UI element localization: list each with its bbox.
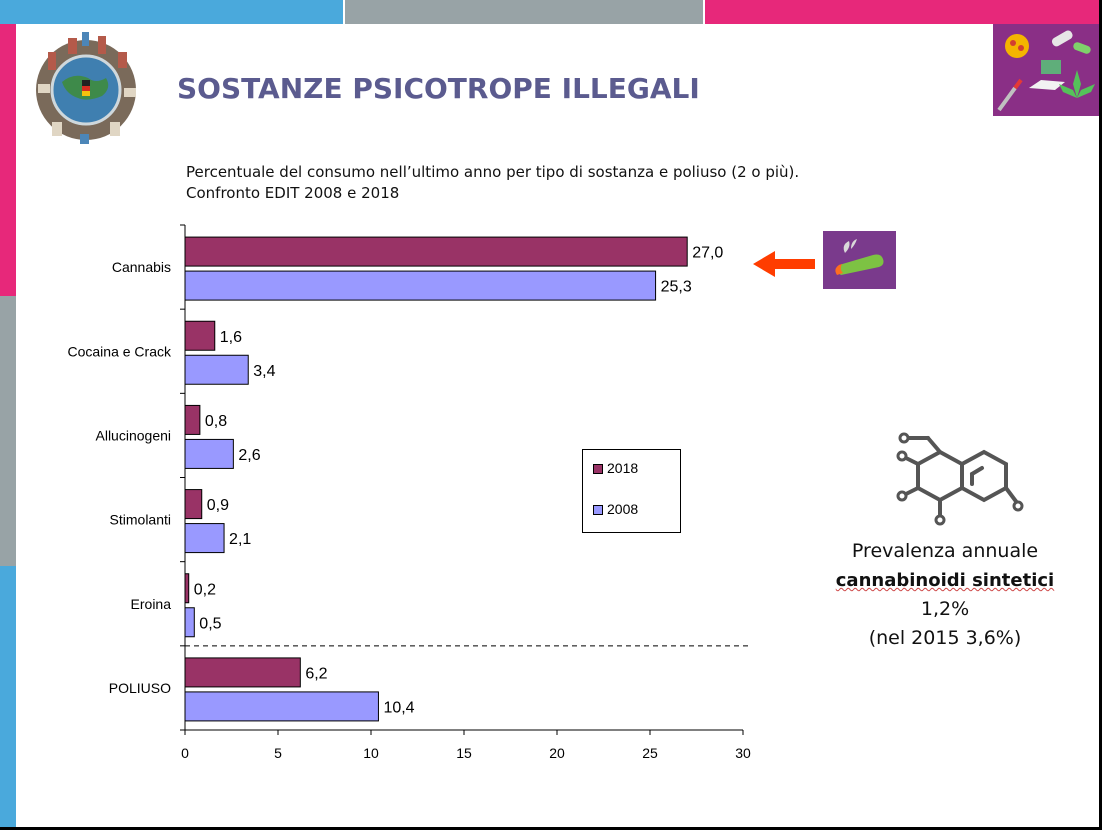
top-color-band [0,0,1102,24]
note-line-1: Prevalenza annuale [851,540,1039,562]
chart-subtitle: Percentuale del consumo nell’ultimo anno… [186,162,799,204]
bar-value-label: 6,2 [305,665,327,682]
bar-value-label: 0,9 [207,497,229,514]
x-tick-label: 30 [735,745,751,761]
bar-2008 [184,354,249,385]
top-band-pink [705,0,1102,24]
bar-2008 [184,607,195,638]
note-value: 1,2% [920,598,970,620]
bar-value-label: 10,4 [383,699,414,716]
bar-value-label: 27,0 [692,245,723,262]
bar-2008 [184,691,379,722]
x-tick-label: 25 [642,745,658,761]
bar-2008 [184,438,234,469]
legend-item-2018: 2018 [593,460,639,476]
category-label: Allucinogeni [96,427,172,443]
bar-value-label: 2,1 [229,531,251,548]
note-line-2: cannabinoidi sintetici 1,2% [795,566,1095,624]
legend-label-2008: 2008 [607,501,639,517]
bar-value-label: 2,6 [238,447,260,464]
bar-value-label: 1,6 [220,329,242,346]
x-tick-label: 0 [181,745,189,761]
drugs-collage-icon [993,24,1099,116]
bar-2018 [184,489,203,520]
chart-legend: 2018 2008 [582,449,681,533]
cannabis-joint-icon [823,231,896,289]
x-tick-label: 10 [363,745,379,761]
legend-item-2008: 2008 [593,501,639,517]
subtitle-line-2: Confronto EDIT 2008 e 2018 [186,184,400,202]
bar-2008 [184,523,225,554]
category-label: Cocaina e Crack [68,343,172,359]
category-label: Eroina [131,596,172,612]
category-label: Stimolanti [110,512,171,528]
molecule-icon [896,432,1024,526]
city-globe-icon [36,32,136,144]
note-line-3: (nel 2015 3,6%) [868,627,1022,649]
x-tick-label: 20 [549,745,565,761]
left-arrow-icon [753,251,815,277]
right-border [1099,0,1102,830]
bar-2018 [184,320,216,351]
bar-value-label: 25,3 [661,279,692,296]
category-label: Cannabis [112,259,171,275]
left-band-blue [0,566,16,830]
bar-2018 [184,573,190,604]
bar-2008 [184,270,657,301]
left-band-pink [0,24,16,296]
note-bold-term: cannabinoidi sintetici [835,570,1055,591]
legend-swatch-2018 [593,464,603,474]
legend-label-2018: 2018 [607,460,639,476]
bar-value-label: 0,2 [194,581,216,598]
bottom-border [0,827,1102,830]
bar-2018 [184,657,301,688]
bar-2018 [184,236,688,267]
subtitle-line-1: Percentuale del consumo nell’ultimo anno… [186,163,800,181]
bar-2018 [184,404,201,435]
x-tick-label: 5 [274,745,282,761]
bar-value-label: 0,5 [199,615,221,632]
page-title: SOSTANZE PSICOTROPE ILLEGALI [177,72,700,105]
x-tick-label: 15 [456,745,472,761]
bar-value-label: 0,8 [205,413,227,430]
bar-value-label: 3,4 [253,363,275,380]
category-label: POLIUSO [109,680,171,696]
top-band-blue [0,0,343,24]
legend-swatch-2008 [593,505,603,515]
synthetic-cannabinoids-note: Prevalenza annuale cannabinoidi sintetic… [795,537,1095,653]
left-band-gray [0,296,16,566]
top-band-gray [345,0,703,24]
